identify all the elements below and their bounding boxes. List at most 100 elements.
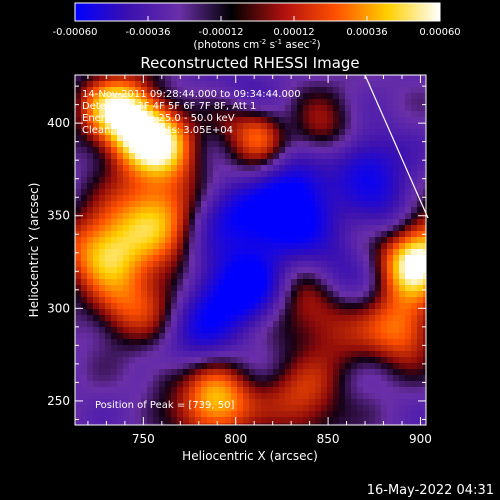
heatmap-cell [141,243,147,249]
heatmap-cell [123,399,129,405]
heatmap-cell [411,231,417,237]
heatmap-cell [117,285,123,291]
heatmap-cell [339,213,345,219]
heatmap-cell [327,177,333,183]
heatmap-cell [411,399,417,405]
heatmap-cell [411,375,417,381]
heatmap-cell [99,249,105,255]
heatmap-cell [237,135,243,141]
heatmap-cell [405,267,411,273]
heatmap-cell [279,189,285,195]
heatmap-cell [411,315,417,321]
heatmap-cell [93,345,99,351]
heatmap-cell [93,321,99,327]
heatmap-cell [153,207,159,213]
heatmap-cell [243,135,249,141]
heatmap-cell [237,357,243,363]
heatmap-cell [147,141,153,147]
heatmap-cell [201,177,207,183]
heatmap-cell [111,75,117,81]
heatmap-cell [111,153,117,159]
heatmap-cell [237,87,243,93]
heatmap-cell [255,411,261,417]
heatmap-cell [249,111,255,117]
heatmap-cell [213,99,219,105]
heatmap-cell [411,363,417,369]
heatmap-cell [213,357,219,363]
heatmap-cell [381,207,387,213]
heatmap-cell [381,393,387,399]
heatmap-cell [417,81,423,87]
heatmap-cell [303,369,309,375]
heatmap-cell [99,183,105,189]
heatmap-cell [213,123,219,129]
heatmap-cell [273,405,279,411]
heatmap-cell [351,75,357,81]
heatmap-cell [75,93,81,99]
heatmap-cell [243,309,249,315]
heatmap-cell [363,189,369,195]
heatmap-cell [261,183,267,189]
heatmap-cell [339,351,345,357]
heatmap-cell [189,273,195,279]
heatmap-cell [279,135,285,141]
heatmap-cell [207,339,213,345]
heatmap-cell [105,327,111,333]
heatmap-cell [273,387,279,393]
heatmap-cell [81,105,87,111]
heatmap-cell [309,207,315,213]
heatmap-cell [393,219,399,225]
heatmap-cell [195,123,201,129]
heatmap-cell [249,183,255,189]
heatmap-cell [201,339,207,345]
heatmap-cell [153,123,159,129]
heatmap-cell [393,357,399,363]
heatmap-cell [297,195,303,201]
heatmap-cell [285,201,291,207]
heatmap-cell [141,327,147,333]
heatmap-cell [309,123,315,129]
heatmap-cell [309,393,315,399]
heatmap-cell [99,297,105,303]
heatmap-cell [393,117,399,123]
heatmap-cell [201,111,207,117]
heatmap-cell [381,255,387,261]
heatmap-cell [183,405,189,411]
heatmap-cell [369,153,375,159]
heatmap-cell [363,261,369,267]
heatmap-cell [321,177,327,183]
heatmap-cell [369,75,375,81]
heatmap-cell [81,345,87,351]
heatmap-cell [99,405,105,411]
heatmap-cell [249,315,255,321]
heatmap-cell [135,213,141,219]
heatmap-cell [333,351,339,357]
heatmap-cell [273,315,279,321]
heatmap-cell [81,321,87,327]
heatmap-cell [87,189,93,195]
heatmap-cell [189,153,195,159]
heatmap-cell [219,171,225,177]
heatmap-cell [225,183,231,189]
heatmap-cell [93,411,99,417]
heatmap-cell [93,357,99,363]
heatmap-cell [261,177,267,183]
heatmap-cell [267,201,273,207]
heatmap-cell [309,153,315,159]
heatmap-cell [375,387,381,393]
heatmap-cell [249,339,255,345]
colorbar-tick-label: 0.00036 [346,27,387,38]
heatmap-cell [375,177,381,183]
heatmap-cell [237,399,243,405]
heatmap-cell [183,333,189,339]
heatmap-cell [81,369,87,375]
heatmap-cell [165,327,171,333]
heatmap-cell [423,393,426,399]
heatmap-cell [105,321,111,327]
heatmap-cell [171,273,177,279]
heatmap-cell [315,357,321,363]
heatmap-cell [75,81,81,87]
heatmap-cell [381,291,387,297]
heatmap-cell [345,117,351,123]
heatmap-cell [81,333,87,339]
